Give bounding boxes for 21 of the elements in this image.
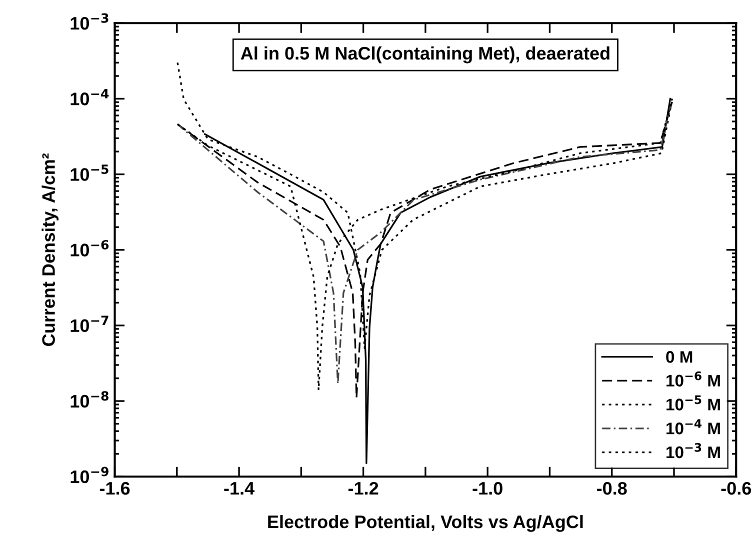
x-axis-title: Electrode Potential, Volts vs Ag/AgCl (268, 514, 583, 532)
y-tick-label: 10$^{−9}$ (70, 466, 108, 484)
x-tick-label: -0.6 (721, 482, 752, 495)
legend-label: 0 M (666, 351, 692, 363)
y-axis-title: Current Density, A/cm² (42, 153, 59, 346)
x-tick-label: -1.0 (472, 482, 502, 495)
legend-label: 10$^{−5}$ M (666, 395, 720, 410)
text: Al in 0.5 M NaCl(containing Met), deaerated (240, 46, 610, 64)
x-tick-label: -0.8 (597, 482, 627, 495)
y-tick-label: 10$^{−6}$ (70, 240, 109, 256)
x-tick-label: -1.2 (348, 482, 378, 495)
legend-label: 10$^{−4}$ M (666, 419, 720, 434)
x-tick-label: -1.6 (100, 482, 130, 495)
legend-label: 10$^{−6}$ M (666, 371, 720, 387)
y-tick-label: 10$^{−3}$ (70, 13, 108, 30)
y-tick-label: 10$^{−4}$ (70, 89, 109, 106)
y-tick-label: 10$^{−8}$ (70, 391, 108, 408)
y-tick-label: 10$^{−7}$ (70, 316, 108, 332)
legend-label: 10$^{−3}$ M (666, 442, 720, 458)
y-tick-label: 10$^{−5}$ (70, 164, 108, 181)
x-tick-label: -1.4 (224, 482, 254, 495)
